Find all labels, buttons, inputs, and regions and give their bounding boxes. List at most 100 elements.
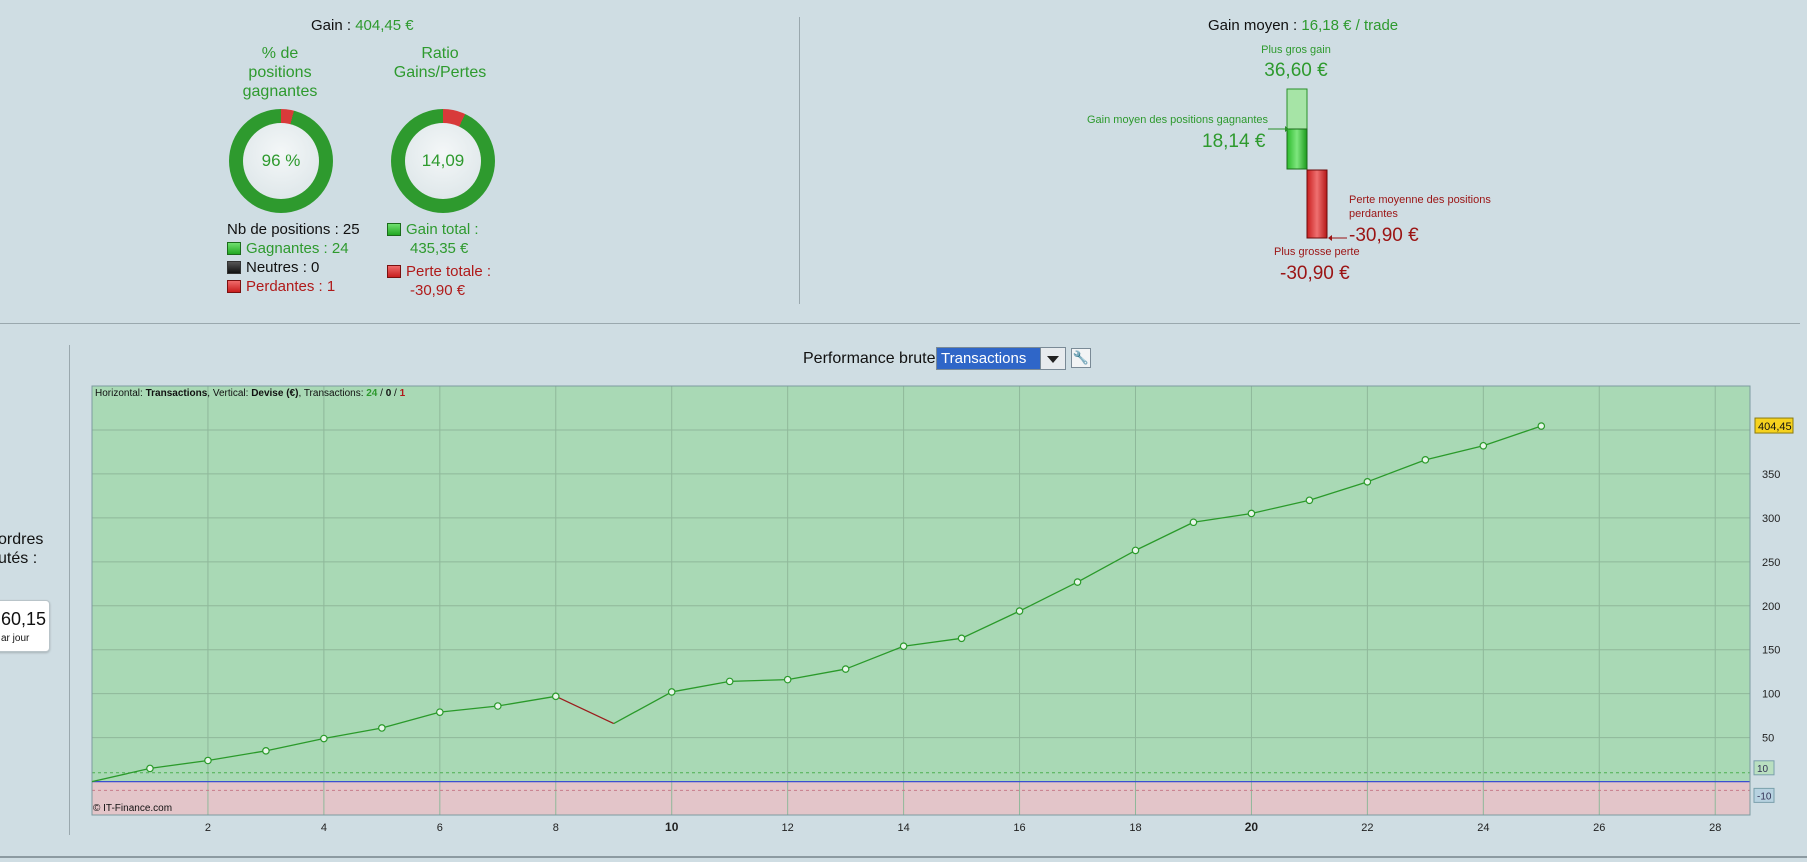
- y-tick-label: 200: [1762, 601, 1780, 613]
- gain-segment: [207, 750, 267, 762]
- positions-legend: Nb de positions : 25 Gagnantes : 24 Neut…: [227, 220, 360, 296]
- x-tick-label: 4: [321, 822, 327, 834]
- gain-moyen-label: Gain moyen :: [1208, 17, 1302, 34]
- gain-label: Gain :: [311, 17, 356, 34]
- avg-loss-arrowhead: [1328, 235, 1332, 241]
- pct-winning-value: 96 %: [243, 123, 319, 199]
- data-point: [1015, 607, 1024, 615]
- gain-segment: [1193, 512, 1252, 523]
- data-point: [667, 688, 676, 696]
- gain-segment: [1251, 499, 1310, 515]
- plus-grosse-perte-label: Plus grosse perte: [1274, 246, 1360, 258]
- card-subtitle: ar jour: [1, 633, 30, 644]
- y-tick-label: 250: [1762, 557, 1780, 569]
- gain-header: Gain : 404,45 €: [311, 17, 414, 34]
- x-tick-label: 2: [205, 822, 211, 834]
- green-square-icon: [387, 223, 401, 236]
- data-point: [783, 675, 792, 684]
- data-point: [1363, 478, 1372, 486]
- nb-positions: Nb de positions : 25: [227, 221, 360, 238]
- gain-segment: [613, 691, 673, 725]
- reference-tag-label: -10: [1757, 791, 1772, 802]
- data-point: [899, 642, 908, 651]
- plus-gros-gain-label: Plus gros gain: [1261, 44, 1331, 56]
- info-slash: /: [377, 388, 386, 399]
- x-tick-label: 12: [782, 822, 794, 834]
- x-tick-label: 6: [437, 822, 443, 834]
- x-tick-label: 14: [897, 822, 909, 834]
- last-value-label: 404,45: [1758, 421, 1792, 433]
- legend-perdantes: Perdantes : 1: [227, 277, 360, 296]
- data-point: [436, 708, 444, 716]
- x-tick-label: 24: [1477, 822, 1489, 834]
- ratio-title: Ratio Gains/Pertes: [393, 45, 487, 81]
- y-tick-label: 150: [1762, 645, 1780, 657]
- red-square-icon: [227, 280, 241, 293]
- x-tick-label: 26: [1593, 822, 1605, 834]
- y-tick-label: 350: [1762, 469, 1780, 481]
- x-tick-label: 16: [1013, 822, 1025, 834]
- plot-frame: [91, 385, 1751, 816]
- data-point: [551, 692, 560, 701]
- ordres-line1: ordres: [0, 531, 44, 548]
- plus-grosse-perte-value: -30,90 €: [1280, 263, 1350, 284]
- data-point: [1247, 509, 1256, 518]
- x-tick-label: 22: [1361, 822, 1373, 834]
- reference-tag: [1753, 787, 1775, 803]
- performance-mode-select[interactable]: Transactions: [936, 347, 1066, 370]
- plot-negative-area: [92, 781, 1750, 815]
- data-point: [146, 764, 154, 773]
- data-point: [1189, 518, 1198, 527]
- gain-segment: [381, 711, 441, 729]
- perte-totale-label: Perte totale :: [406, 263, 492, 280]
- data-point: [262, 747, 270, 755]
- bottom-divider: [0, 856, 1807, 858]
- y-tick-label: 300: [1762, 513, 1780, 525]
- gain-segment: [91, 767, 151, 783]
- avg-gain-arrowhead: [1285, 126, 1289, 132]
- data-point: [1073, 578, 1082, 586]
- data-point: [725, 677, 734, 686]
- chevron-down-icon[interactable]: [1040, 348, 1065, 369]
- wrench-icon[interactable]: 🔧: [1071, 348, 1091, 368]
- ordres-line2: utés :: [0, 550, 38, 567]
- gain-segment: [149, 759, 209, 770]
- average-card: 60,15 ar jour: [0, 600, 50, 652]
- gain-total-label: Gain total :: [406, 221, 479, 238]
- perte-moyenne-value: -30,90 €: [1349, 225, 1419, 246]
- info-vertical-label: , Vertical:: [207, 388, 252, 399]
- plus-gros-gain-value: 36,60 €: [1264, 60, 1328, 81]
- gain-segment: [729, 678, 788, 683]
- gain-moyen-gagnantes-label: Gain moyen des positions gagnantes: [1087, 114, 1269, 126]
- legend-perte-totale: Perte totale :: [387, 262, 491, 281]
- avg-gain-bar: [1286, 128, 1308, 170]
- perdantes-label: Perdantes : 1: [246, 278, 336, 295]
- avg-loss-bar: [1306, 169, 1328, 239]
- info-loss-count: 1: [399, 388, 406, 399]
- pct-winning-donut: 96 %: [229, 109, 333, 213]
- gain-segment: [1077, 549, 1136, 583]
- legend-gain-total: Gain total :: [387, 220, 491, 239]
- loss-segment: [555, 695, 615, 725]
- data-point: [320, 734, 328, 743]
- black-square-icon: [227, 261, 241, 274]
- reference-tag-label: 10: [1757, 764, 1769, 775]
- left-panel-divider: [69, 345, 70, 835]
- reference-tag: [1753, 760, 1775, 776]
- ratio-value: 14,09: [405, 123, 481, 199]
- data-point: [494, 702, 502, 710]
- legend-neutres: Neutres : 0: [227, 258, 360, 277]
- perte-moyenne-label: Perte moyenne des positions perdantes: [1349, 194, 1491, 220]
- info-slash: /: [391, 388, 400, 399]
- data-point: [1421, 456, 1430, 464]
- data-point: [957, 634, 966, 643]
- gain-segment: [265, 737, 325, 752]
- card-value: 60,15: [1, 609, 47, 629]
- neutres-label: Neutres : 0: [246, 259, 320, 276]
- gain-segment: [1135, 521, 1194, 551]
- gain-total-value: 435,35 €: [410, 240, 469, 257]
- green-square-icon: [227, 242, 241, 255]
- x-tick-label: 18: [1129, 822, 1141, 834]
- gain-segment: [323, 727, 382, 740]
- gain-segment: [1367, 459, 1426, 483]
